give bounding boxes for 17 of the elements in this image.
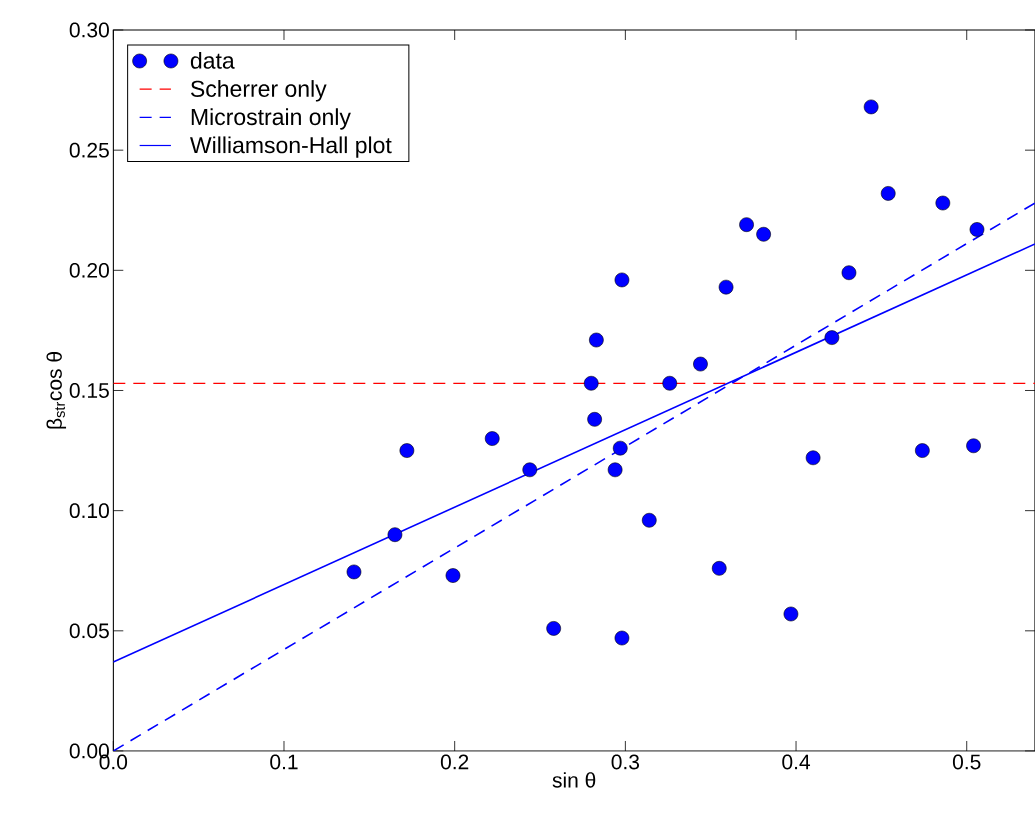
- legend-label: data: [190, 51, 235, 69]
- x-tick-label: 0.3: [611, 754, 640, 770]
- y-axis-title: β$_{str}$cos θ: [46, 352, 67, 429]
- y-tick-label: 0.30: [69, 22, 109, 38]
- x-tick-label: 0.4: [782, 754, 811, 770]
- legend-label: Williamson-Hall plot: [190, 136, 392, 158]
- y-tick-label: 0.05: [69, 623, 109, 639]
- legend-label: Scherrer only: [190, 80, 327, 102]
- y-tick-label: 0.15: [69, 383, 109, 398]
- x-tick-label: 0.1: [270, 754, 298, 770]
- y-tick-label: 0.10: [69, 503, 109, 519]
- legend-label: Microstrain only: [191, 108, 351, 130]
- x-tick-label: 0.2: [440, 754, 469, 770]
- x-tick-label: 0.5: [952, 754, 981, 770]
- y-tick-label: 0.20: [69, 262, 109, 278]
- x-axis-title: sin θ: [552, 772, 596, 788]
- y-tick-label: 0.25: [69, 142, 109, 158]
